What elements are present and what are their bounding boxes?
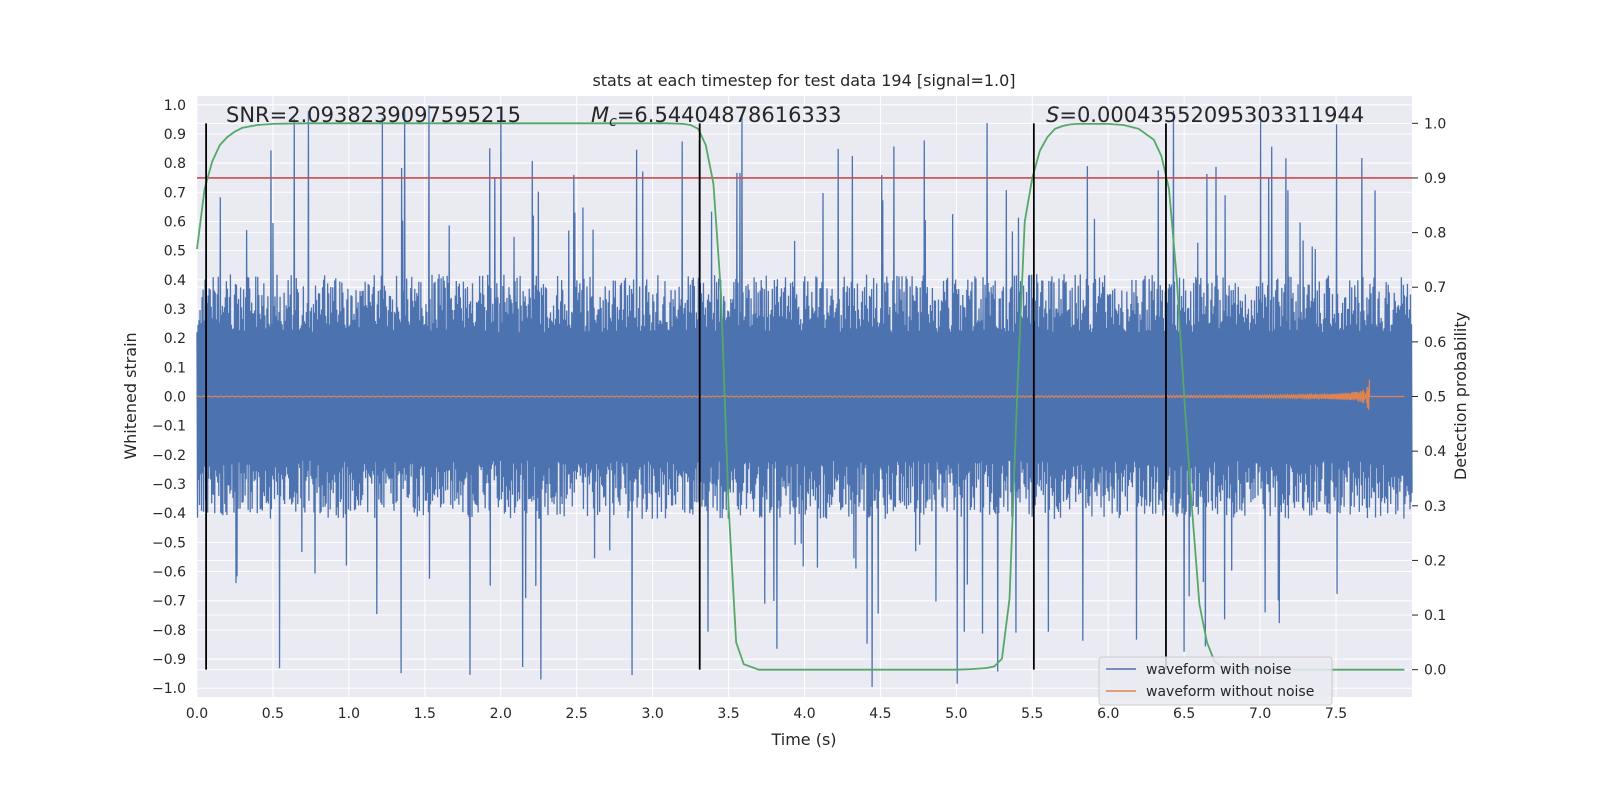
- y-tick-label: 0.4: [164, 273, 186, 289]
- x-tick-label: 6.5: [1173, 706, 1195, 722]
- legend-box: [1098, 656, 1333, 706]
- y-tick-label: −0.5: [152, 535, 186, 551]
- y-tick-label: −0.6: [152, 565, 186, 581]
- y-tick-label: −0.7: [152, 594, 186, 610]
- y-tick-label: −0.3: [152, 477, 186, 493]
- noisy-waveform-line: [196, 105, 1413, 687]
- y-tick-label: −0.4: [152, 506, 186, 522]
- chart-title: stats at each timestep for test data 194…: [592, 71, 1015, 90]
- chirp-mass-symbol: M: [591, 103, 609, 127]
- probability-series: [196, 122, 1405, 671]
- y2-tick-label: 0.0: [1424, 663, 1446, 679]
- y-tick-labels: 1.0 0.9 0.8 0.7 0.6 0.5 0.4 0.3 0.2 0.1 0.0 −0.1 −0.…: [152, 98, 186, 697]
- y2-tick-labels: 1.0 0.9 0.8 0.7 0.6 0.5 0.4 0.3 0.2 0.1 0.0: [1412, 116, 1446, 679]
- x-tick-labels: 0.0 0.5 1.0 1.5 2.0 2.5 3.0 3.5 4.0 4.5 5.0 5.5 6.0 6…: [186, 706, 1347, 722]
- legend-label-clean: waveform without noise: [1146, 684, 1314, 700]
- x-tick-label: 7.5: [1325, 706, 1347, 722]
- x-tick-label: 4.0: [793, 706, 815, 722]
- x-tick-label: 1.5: [414, 706, 436, 722]
- s-annotation: S=0.00043552095303311944: [1046, 103, 1364, 127]
- y-tick-label: 0.2: [164, 331, 186, 347]
- y2-tick-label: 0.7: [1424, 280, 1446, 296]
- y2-tick-label: 0.9: [1424, 171, 1446, 187]
- x-tick-label: 6.0: [1097, 706, 1119, 722]
- legend-label-noisy: waveform with noise: [1146, 662, 1291, 678]
- y-tick-label: 0.7: [164, 185, 186, 201]
- y-tick-label: −1.0: [152, 681, 186, 697]
- y-tick-label: 0.6: [164, 214, 186, 230]
- y2-tick-label: 0.2: [1424, 553, 1446, 569]
- y2-tick-label: 0.4: [1424, 444, 1446, 460]
- y-axis-label: Whitened strain: [121, 332, 140, 459]
- probability-line: [196, 122, 1405, 671]
- x-tick-label: 5.0: [945, 706, 967, 722]
- y2-tick-label: 0.8: [1424, 226, 1446, 242]
- y-tick-label: 0.0: [164, 390, 186, 406]
- x-tick-label: 4.5: [869, 706, 891, 722]
- y2-tick-label: 1.0: [1424, 116, 1446, 132]
- legend: waveform with noise waveform without noi…: [1098, 656, 1333, 706]
- clean-waveform-series: [196, 379, 1405, 410]
- y-tick-label: 0.8: [164, 156, 186, 172]
- y2-tick-label: 0.5: [1424, 390, 1446, 406]
- y-tick-label: −0.1: [152, 419, 186, 435]
- noisy-waveform-series: [196, 105, 1413, 687]
- x-tick-label: 0.5: [262, 706, 284, 722]
- x-tick-label: 7.0: [1249, 706, 1271, 722]
- x-tick-label: 3.5: [717, 706, 739, 722]
- x-tick-label: 2.0: [490, 706, 512, 722]
- y-tick-label: −0.2: [152, 448, 186, 464]
- y2-axis-label: Detection probability: [1451, 312, 1470, 480]
- x-axis-label: Time (s): [770, 730, 836, 749]
- x-tick-label: 3.0: [641, 706, 663, 722]
- detection-markers: [205, 123, 1167, 670]
- chirp-mass-subscript: c: [609, 114, 617, 130]
- x-tick-label: 1.0: [338, 706, 360, 722]
- y2-tick-label: 0.3: [1424, 499, 1446, 515]
- snr-annotation: SNR=2.0938239097595215: [226, 103, 521, 127]
- y-tick-label: 0.1: [164, 360, 186, 376]
- y2-tick-label: 0.1: [1424, 608, 1446, 624]
- y-tick-label: 1.0: [164, 98, 186, 114]
- y-tick-label: −0.9: [152, 652, 186, 668]
- x-tick-label: 5.5: [1021, 706, 1043, 722]
- y2-tick-label: 0.6: [1424, 335, 1446, 351]
- y-tick-label: −0.8: [152, 623, 186, 639]
- y-tick-label: 0.5: [164, 244, 186, 260]
- clean-waveform-line: [196, 379, 1405, 410]
- s-symbol: S: [1046, 103, 1059, 127]
- s-value: =0.00043552095303311944: [1059, 103, 1364, 127]
- y-tick-label: 0.3: [164, 302, 186, 318]
- y-tick-label: 0.9: [164, 127, 186, 143]
- x-tick-label: 2.5: [566, 706, 588, 722]
- chirp-mass-annotation: Mc=6.54404878616333: [591, 103, 842, 130]
- x-tick-label: 0.0: [186, 706, 208, 722]
- chirp-mass-value: =6.54404878616333: [617, 103, 842, 127]
